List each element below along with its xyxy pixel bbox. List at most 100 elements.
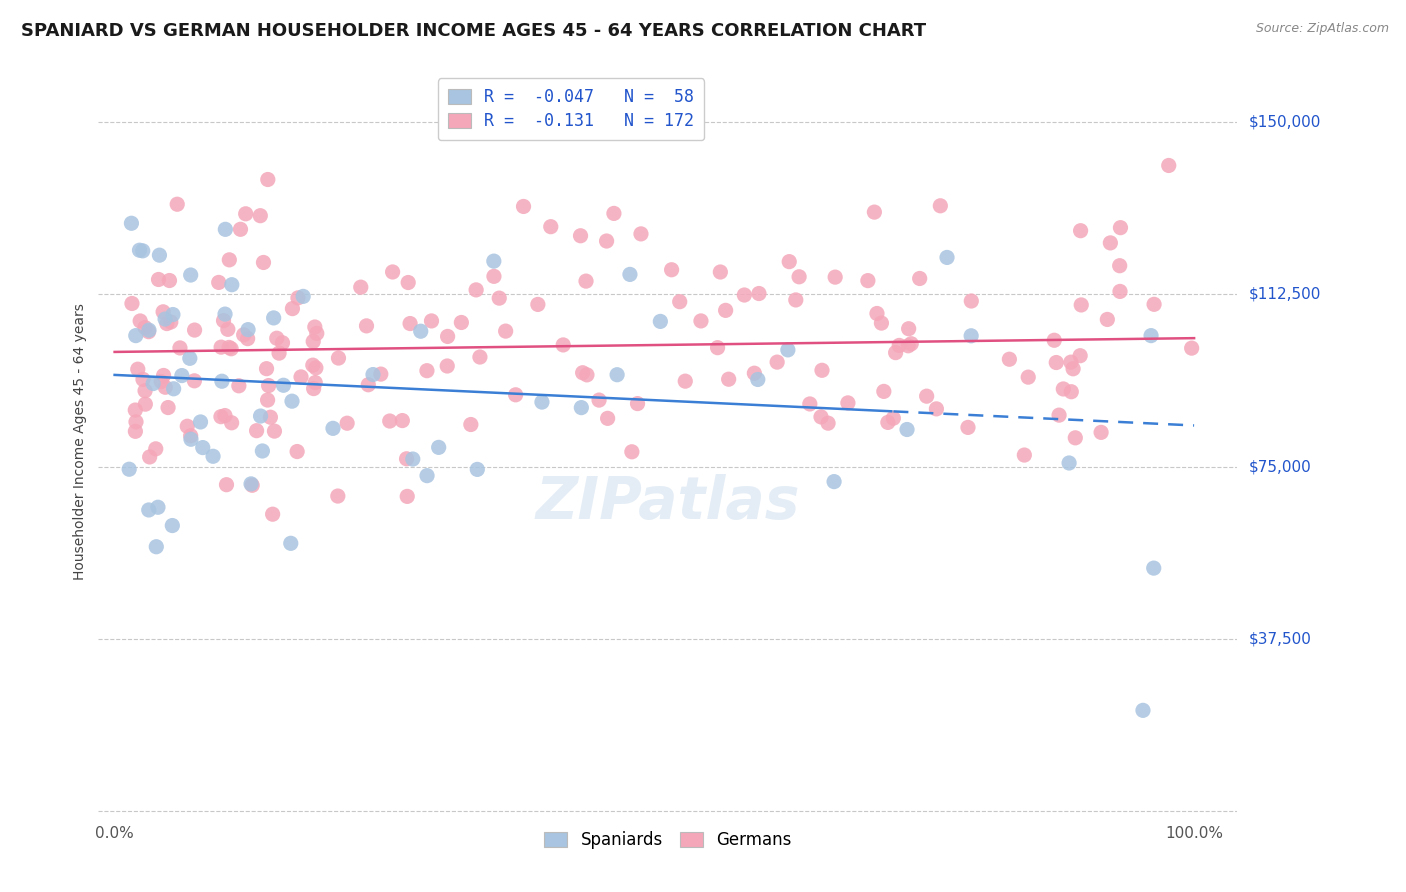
Point xyxy=(322,421,344,435)
Point xyxy=(778,254,800,268)
Point xyxy=(217,322,239,336)
Point xyxy=(505,388,527,402)
Point xyxy=(1070,298,1092,312)
Point xyxy=(882,411,904,425)
Point xyxy=(166,197,188,211)
Point xyxy=(281,394,304,409)
Point xyxy=(787,269,810,284)
Point xyxy=(246,424,269,438)
Point xyxy=(1057,456,1080,470)
Text: $150,000: $150,000 xyxy=(1249,115,1320,129)
Point xyxy=(1069,349,1091,363)
Point xyxy=(571,366,593,380)
Point xyxy=(1047,408,1070,422)
Point xyxy=(281,301,304,316)
Text: ZIPatlas: ZIPatlas xyxy=(536,474,800,531)
Point xyxy=(569,401,592,415)
Point xyxy=(512,199,534,213)
Point xyxy=(748,286,770,301)
Point xyxy=(350,280,373,294)
Point xyxy=(889,338,911,352)
Point xyxy=(391,413,413,427)
Point xyxy=(235,207,257,221)
Point xyxy=(202,450,225,464)
Point xyxy=(896,423,918,437)
Point xyxy=(482,269,505,284)
Point xyxy=(134,384,156,398)
Point xyxy=(1060,384,1083,399)
Point xyxy=(263,310,285,325)
Point xyxy=(305,326,328,341)
Point xyxy=(357,377,380,392)
Point xyxy=(744,366,766,380)
Point xyxy=(240,476,263,491)
Point xyxy=(897,322,920,336)
Point xyxy=(153,312,176,326)
Point xyxy=(228,379,250,393)
Point xyxy=(409,324,432,338)
Point xyxy=(900,336,922,351)
Point xyxy=(553,338,575,352)
Point xyxy=(209,409,232,424)
Point xyxy=(229,222,252,236)
Point xyxy=(396,489,419,503)
Point xyxy=(271,335,294,350)
Point xyxy=(416,468,439,483)
Point xyxy=(823,475,845,489)
Point xyxy=(468,350,491,364)
Point xyxy=(162,308,184,322)
Point xyxy=(361,368,384,382)
Point xyxy=(1045,355,1067,369)
Point xyxy=(1181,341,1204,355)
Point xyxy=(336,416,359,430)
Point xyxy=(450,316,472,330)
Point xyxy=(1014,448,1036,462)
Point xyxy=(256,172,278,186)
Point xyxy=(960,293,983,308)
Point xyxy=(1099,235,1122,250)
Point xyxy=(465,283,488,297)
Point xyxy=(1140,328,1163,343)
Point xyxy=(212,313,235,327)
Point xyxy=(1043,333,1066,347)
Point xyxy=(1017,370,1039,384)
Point xyxy=(169,341,191,355)
Point xyxy=(837,396,859,410)
Point xyxy=(304,376,326,390)
Point xyxy=(569,228,592,243)
Point xyxy=(908,271,931,285)
Point xyxy=(145,442,167,456)
Point xyxy=(252,444,274,458)
Point xyxy=(596,411,619,425)
Text: $37,500: $37,500 xyxy=(1249,632,1312,647)
Point xyxy=(811,363,834,377)
Point xyxy=(420,314,443,328)
Point xyxy=(370,367,392,381)
Point xyxy=(157,401,180,415)
Point xyxy=(873,384,896,399)
Point xyxy=(661,262,683,277)
Point xyxy=(240,478,263,492)
Point xyxy=(936,251,959,265)
Point xyxy=(301,358,323,372)
Point xyxy=(575,274,598,288)
Point xyxy=(232,327,254,342)
Point xyxy=(356,318,378,333)
Point xyxy=(219,342,242,356)
Point xyxy=(1157,159,1180,173)
Point xyxy=(148,248,170,262)
Point xyxy=(1132,703,1154,717)
Point xyxy=(162,382,184,396)
Point xyxy=(396,276,419,290)
Point xyxy=(870,316,893,330)
Point xyxy=(1064,431,1087,445)
Point xyxy=(595,234,617,248)
Point xyxy=(132,372,155,386)
Point xyxy=(214,222,236,236)
Point xyxy=(785,293,807,307)
Y-axis label: Householder Income Ages 45 - 64 years: Householder Income Ages 45 - 64 years xyxy=(73,303,87,580)
Point xyxy=(328,351,350,365)
Point xyxy=(138,503,160,517)
Point xyxy=(124,425,146,439)
Point xyxy=(1070,224,1092,238)
